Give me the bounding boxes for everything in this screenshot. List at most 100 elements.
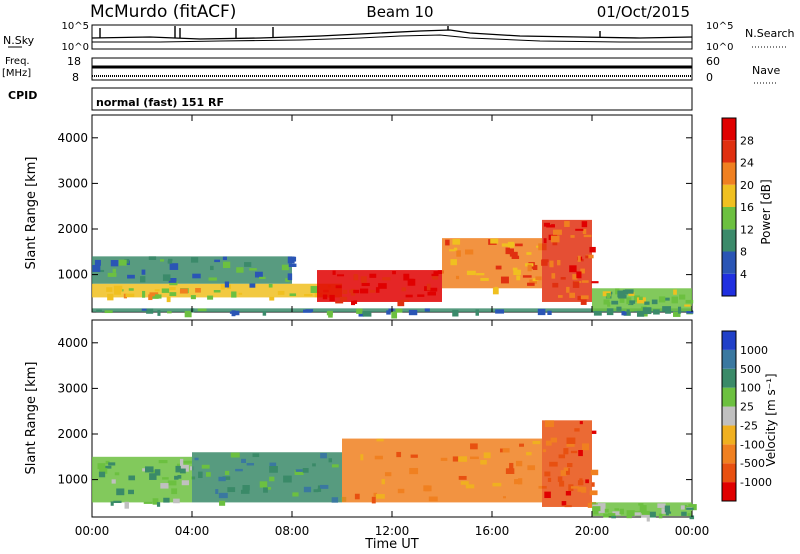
data-speckle — [480, 460, 487, 465]
data-speckle — [592, 504, 600, 508]
data-speckle — [458, 456, 468, 462]
data-speckle — [551, 273, 556, 279]
velocity-y-ticks: 1000 2000 3000 4000 — [57, 336, 692, 487]
data-speckle — [219, 500, 226, 506]
cpid-panel: CPID normal (fast) 151 RF — [8, 87, 693, 111]
data-speckle — [241, 458, 246, 464]
data-speckle — [231, 291, 237, 298]
station-title: McMurdo (fitACF) — [90, 2, 236, 22]
data-speckle — [396, 451, 402, 458]
data-speckle — [519, 443, 524, 447]
colorbar-tick-label: -25 — [740, 419, 758, 432]
data-band — [192, 452, 342, 503]
data-speckle — [515, 460, 523, 467]
data-speckle — [184, 310, 192, 318]
data-speckle — [114, 472, 120, 476]
noise-search-trace — [92, 34, 692, 43]
data-speckle — [591, 281, 599, 284]
colorbar-segment — [722, 118, 736, 141]
data-speckle — [501, 243, 510, 247]
data-speckle — [107, 272, 117, 277]
data-speckle — [124, 501, 129, 509]
data-speckle — [664, 505, 670, 513]
data-speckle — [626, 515, 632, 519]
data-speckle — [195, 288, 201, 293]
data-speckle — [514, 479, 520, 485]
data-speckle — [532, 265, 538, 271]
data-speckle — [407, 278, 414, 286]
data-speckle — [617, 290, 626, 298]
colorbar-segment — [722, 251, 736, 274]
freq-unit: [MHz] — [2, 68, 31, 79]
data-speckle — [224, 470, 230, 476]
data-speckle — [557, 295, 563, 298]
data-speckle — [572, 281, 580, 288]
data-speckle — [500, 276, 509, 284]
data-speckle — [424, 286, 430, 292]
data-speckle — [624, 289, 634, 294]
data-speckle — [570, 486, 580, 489]
data-speckle — [546, 224, 555, 228]
data-speckle — [285, 278, 290, 282]
data-speckle — [214, 259, 221, 263]
x-tick-label: 08:00 — [275, 524, 310, 538]
data-speckle — [236, 267, 244, 273]
data-speckle — [580, 299, 587, 305]
data-speckle — [591, 482, 595, 487]
data-speckle — [369, 273, 377, 278]
data-speckle — [544, 491, 551, 499]
date-label: 01/Oct/2015 — [597, 3, 690, 21]
colorbar-tick-label: 8 — [740, 246, 747, 259]
data-speckle — [156, 502, 161, 507]
data-speckle — [547, 477, 552, 482]
data-speckle — [246, 462, 255, 466]
data-speckle — [550, 235, 560, 243]
noise-left-tick-top: 10^5 — [62, 21, 89, 32]
data-speckle — [149, 292, 159, 297]
data-speckle — [190, 257, 199, 263]
data-speckle — [360, 454, 364, 461]
data-speckle — [529, 279, 537, 284]
freq-label: Freq. — [5, 56, 30, 67]
data-speckle — [140, 276, 146, 283]
data-speckle — [397, 300, 405, 307]
data-speckle — [148, 294, 153, 301]
data-speckle — [320, 452, 327, 459]
data-speckle — [218, 492, 228, 499]
data-speckle — [688, 504, 697, 511]
power-panel: 1000 2000 3000 4000 Slant Range [km] 4 8 12 16… — [24, 114, 773, 319]
data-speckle — [574, 428, 580, 432]
data-speckle — [222, 261, 231, 269]
data-speckle — [440, 457, 448, 461]
data-speckle — [428, 496, 438, 502]
data-speckle — [162, 477, 169, 480]
data-speckle — [408, 309, 418, 316]
data-speckle — [570, 450, 578, 454]
data-speckle — [269, 462, 277, 469]
data-speckle — [495, 265, 502, 270]
data-speckle — [599, 506, 605, 513]
data-speckle — [589, 490, 598, 496]
data-speckle — [522, 275, 532, 278]
data-speckle — [369, 289, 376, 293]
data-speckle — [98, 471, 106, 478]
data-speckle — [584, 445, 589, 450]
data-speckle — [128, 489, 134, 495]
data-speckle — [339, 296, 348, 302]
colorbar-tick-label: -100 — [740, 438, 765, 451]
data-speckle — [535, 276, 542, 281]
data-speckle — [386, 310, 391, 315]
colorbar-segment — [722, 140, 736, 163]
data-speckle — [328, 458, 333, 463]
data-speckle — [426, 283, 431, 291]
data-speckle — [509, 251, 518, 257]
colorbar-segment — [722, 207, 736, 230]
data-speckle — [567, 463, 573, 468]
data-speckle — [563, 467, 569, 471]
data-speckle — [376, 494, 385, 499]
data-speckle — [157, 310, 161, 316]
data-speckle — [144, 466, 154, 473]
data-speckle — [179, 458, 184, 466]
data-speckle — [494, 286, 498, 290]
